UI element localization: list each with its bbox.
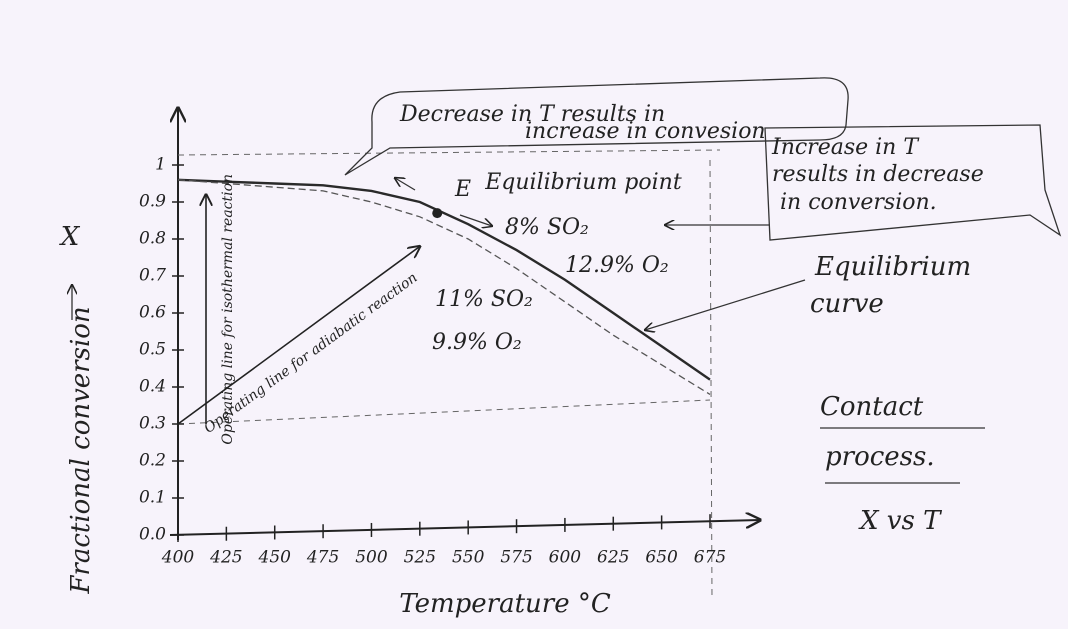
y-axis-label: Fractional conversion — [66, 306, 96, 594]
y-tick-label: 0.5 — [139, 340, 166, 360]
x-tick-label: 500 — [355, 548, 388, 568]
x-tick-label: 675 — [694, 548, 726, 568]
y-symbol: X — [59, 222, 81, 252]
x-tick-label: 650 — [645, 548, 678, 568]
x-tick-label: 400 — [161, 548, 195, 568]
y-tick-label: 0.9 — [139, 192, 166, 212]
equilibrium-point — [432, 208, 442, 218]
annotation: Increase in T — [771, 135, 920, 160]
y-tick-label: 0.3 — [139, 414, 166, 434]
x-tick-label: 550 — [452, 548, 485, 568]
x-tick-label: 625 — [597, 548, 629, 568]
x-axis-label: Temperature °C — [399, 589, 611, 619]
x-tick-label: 575 — [500, 548, 532, 568]
x-tick-label: 475 — [306, 548, 339, 568]
annotation: 12.9% O₂ — [565, 253, 669, 278]
x-tick-label: 600 — [549, 548, 582, 568]
annotation: curve — [810, 289, 884, 319]
annotation: in conversion. — [780, 190, 937, 215]
chart: Temperature °C Fractional conversion X D… — [0, 0, 1068, 629]
y-tick-label: 0.0 — [139, 525, 166, 545]
annotation: Equilibrium — [814, 252, 971, 282]
annotation: 8% SO₂ — [505, 215, 589, 240]
x-tick-label: 525 — [404, 548, 436, 568]
y-tick-label: 0.2 — [139, 451, 166, 471]
annotation: Contact — [820, 392, 924, 422]
y-tick-label: 0.7 — [139, 266, 166, 286]
annotation: X vs T — [858, 506, 942, 536]
annotation: 9.9% O₂ — [432, 330, 522, 355]
y-tick-label: 1 — [155, 155, 166, 175]
x-tick-label: 425 — [209, 548, 242, 568]
annotation: process. — [825, 442, 935, 472]
annotation: increase in convesion — [525, 119, 766, 144]
equilibrium-point-label: Equilibrium point — [484, 170, 682, 195]
y-tick-label: 0.4 — [139, 377, 166, 397]
annotation: E — [454, 177, 471, 202]
y-tick-label: 0.6 — [139, 303, 166, 323]
y-tick-label: 0.8 — [139, 229, 166, 249]
annotation: 11% SO₂ — [435, 287, 533, 312]
annotation: results in decrease — [772, 162, 984, 187]
y-tick-label: 0.1 — [139, 488, 166, 508]
x-tick-label: 450 — [258, 548, 292, 568]
